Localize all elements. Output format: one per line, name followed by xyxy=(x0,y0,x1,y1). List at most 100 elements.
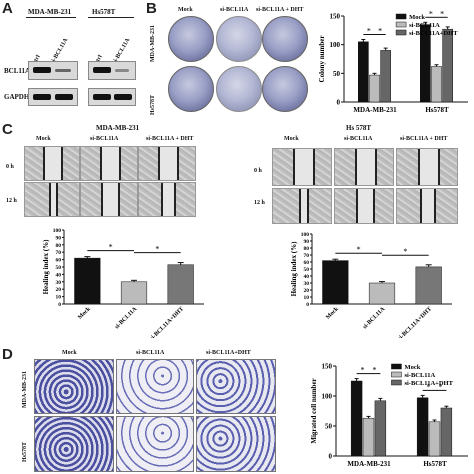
y-tick-label: 90 xyxy=(304,239,310,245)
y-tick-label: 0 xyxy=(306,302,309,308)
y-axis-label: Colony number xyxy=(318,36,326,83)
significance-star: * xyxy=(357,245,361,254)
transwell-image xyxy=(196,416,276,472)
bar xyxy=(374,400,387,457)
y-tick-label: 40 xyxy=(56,272,62,278)
cell-line-label-hs: Hs578T xyxy=(92,8,116,16)
legend-label: si-BCL11A+DHT xyxy=(404,380,453,387)
time-label-0h-right: 0 h xyxy=(254,168,262,174)
wound-image xyxy=(138,182,196,217)
panel-letter-c: C xyxy=(2,121,13,138)
band xyxy=(93,67,111,73)
underline-hs xyxy=(88,17,134,18)
wound-col-si-right: si-BCL11A xyxy=(344,136,373,142)
significance-star: * xyxy=(367,27,371,36)
y-tick-label: 20 xyxy=(304,288,310,294)
y-tick-label: 30 xyxy=(56,280,62,286)
wound-col-si-dht-left: si-BCL11A + DHT xyxy=(146,136,194,142)
trans-col-si: si-BCL11A xyxy=(136,350,165,356)
y-axis-label: Migrated cell number xyxy=(310,378,318,443)
y-tick-label: 60 xyxy=(304,260,310,266)
blot-gapdh-hs xyxy=(88,88,136,106)
significance-star: * xyxy=(403,247,407,256)
wound-image xyxy=(334,188,394,224)
transwell-image xyxy=(196,359,276,414)
bar xyxy=(362,417,375,457)
bar xyxy=(322,260,349,305)
y-tick-label: 0 xyxy=(329,453,333,461)
bar xyxy=(415,266,442,305)
trans-row-hs: Hs578T xyxy=(22,441,28,462)
significance-star: * xyxy=(429,9,433,18)
y-tick-label: 50 xyxy=(325,423,333,431)
underline-mda xyxy=(26,17,76,18)
legend-label: si-BCL11A xyxy=(404,372,435,379)
bar xyxy=(368,282,396,305)
y-tick-label: 30 xyxy=(304,281,310,287)
blot-bcl11a-hs xyxy=(88,61,136,80)
colony-col-si: si-BCL11A xyxy=(220,7,249,13)
wound-col-si-left: si-BCL11A xyxy=(90,136,119,142)
y-tick-label: 0 xyxy=(58,302,61,308)
colony-dish xyxy=(168,66,214,112)
bar xyxy=(440,407,453,457)
band xyxy=(93,94,111,100)
colony-col-si-dht: si-BCL11A + DHT xyxy=(256,7,304,13)
transwell-image xyxy=(34,416,114,472)
band xyxy=(115,69,129,72)
band xyxy=(55,94,73,100)
significance-star: * xyxy=(438,382,442,391)
y-tick-label: 70 xyxy=(56,250,62,256)
wound-title-left: MDA-MB-231 xyxy=(96,124,140,132)
colony-chart: 0 50 100 150 Colony number * * MDA-MB-231 * * Hs57… xyxy=(318,9,468,114)
band xyxy=(55,69,71,72)
time-label-12h-left: 12 h xyxy=(6,198,17,204)
colony-col-mock: Mock xyxy=(178,7,193,13)
bar xyxy=(431,66,442,103)
blot-bcl11a-mda xyxy=(28,61,78,80)
wound-image xyxy=(138,146,196,181)
time-label-0h-left: 0 h xyxy=(6,164,14,170)
wound-col-mock-left: Mock xyxy=(36,136,51,142)
y-tick-label: 100 xyxy=(53,228,62,234)
wound-col-si-dht-right: si-BCL11A + DHT xyxy=(400,136,448,142)
significance-star: * xyxy=(440,9,444,18)
blot-gapdh-mda xyxy=(28,88,78,106)
x-tick-label: Mock xyxy=(325,306,340,321)
x-tick-label: MDA-MB-231 xyxy=(347,460,391,468)
panel-letter-d: D xyxy=(2,346,13,363)
wound-image xyxy=(334,148,394,186)
transwell-image xyxy=(116,416,194,472)
y-axis-label: Healing index (%) xyxy=(290,241,298,297)
legend-swatch xyxy=(391,371,402,378)
y-tick-label: 50 xyxy=(304,267,310,273)
bar xyxy=(380,50,391,103)
legend-label: si-BCL11A xyxy=(409,22,440,29)
bar xyxy=(74,257,101,305)
bar xyxy=(358,41,369,103)
transwell-image xyxy=(116,359,194,414)
x-tick-label: si-BCL11A xyxy=(114,306,139,331)
x-tick-label: MDA-MB-231 xyxy=(353,106,397,114)
legend-swatch xyxy=(395,21,407,28)
legend-swatch xyxy=(391,363,402,370)
y-tick-label: 150 xyxy=(322,363,333,371)
colony-dish xyxy=(216,16,262,62)
bar xyxy=(369,74,380,103)
wound-image xyxy=(396,188,458,224)
wound-image xyxy=(396,148,458,186)
y-tick-label: 60 xyxy=(56,258,62,264)
significance-star: * xyxy=(372,366,376,375)
trans-col-si-dht: si-BCL11A+DHT xyxy=(206,350,251,356)
y-axis-label: Healing index (%) xyxy=(42,239,50,295)
cell-line-label-mda: MDA-MB-231 xyxy=(28,8,72,16)
trans-row-mda: MDA-MB-231 xyxy=(22,371,28,408)
y-tick-label: 50 xyxy=(333,70,341,78)
bar xyxy=(416,397,429,457)
wound-image xyxy=(272,188,332,224)
transwell-image xyxy=(34,359,114,414)
wound-title-right: Hs 578T xyxy=(346,124,372,132)
x-tick-label: si-BCL11A+DHT xyxy=(149,306,185,338)
